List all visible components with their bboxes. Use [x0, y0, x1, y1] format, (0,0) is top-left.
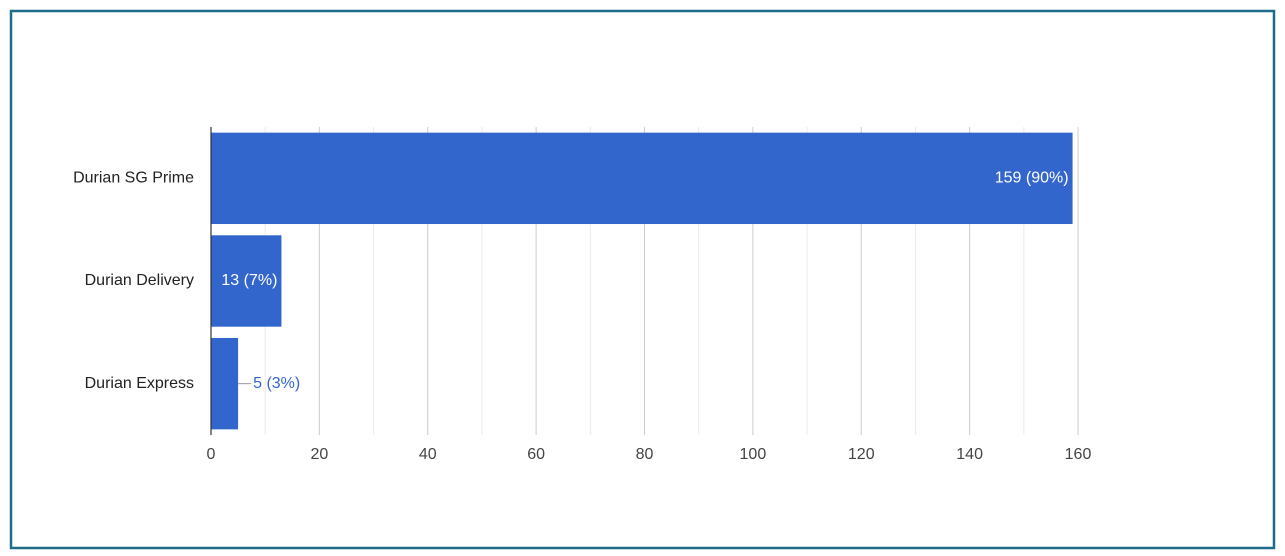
x-tick-label: 0: [207, 446, 216, 463]
y-tick-label: Durian Express: [85, 375, 194, 392]
x-tick-label: 160: [1065, 446, 1092, 463]
bar: [211, 235, 282, 327]
x-tick-label: 100: [740, 446, 767, 463]
x-tick-label: 80: [636, 446, 654, 463]
bar: [211, 132, 1073, 225]
x-tick-label: 120: [848, 446, 875, 463]
x-tick-label: 20: [310, 446, 328, 463]
bar: [211, 337, 239, 430]
value-label: 5 (3%): [253, 375, 300, 392]
value-label: 159 (90%): [995, 170, 1069, 187]
y-tick-label: Durian SG Prime: [73, 170, 194, 187]
frame: [9, 9, 1276, 550]
y-tick-label: Durian Delivery: [85, 272, 194, 289]
x-tick-label: 40: [419, 446, 437, 463]
value-label: 13 (7%): [221, 272, 277, 289]
x-tick-label: 60: [527, 446, 545, 463]
x-tick-label: 140: [956, 446, 983, 463]
